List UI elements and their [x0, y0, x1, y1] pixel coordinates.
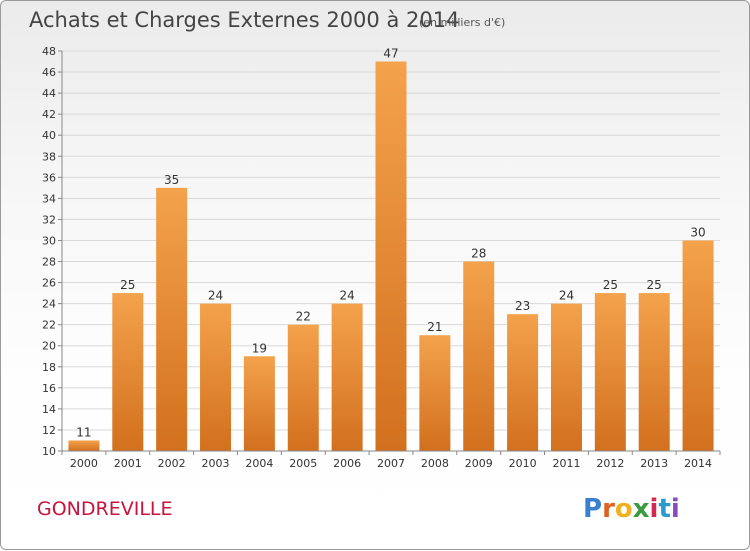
y-tick-label: 24: [42, 298, 56, 311]
y-tick-label: 34: [42, 192, 56, 205]
y-tick-label: 32: [42, 213, 56, 226]
x-tick-label: 2009: [465, 457, 493, 470]
bar-value-label: 28: [471, 247, 486, 261]
bar-value-label: 25: [120, 278, 135, 292]
bar: [68, 440, 100, 451]
y-tick-label: 44: [42, 87, 56, 100]
bar-value-label: 25: [647, 278, 662, 292]
y-tick-label: 42: [42, 108, 56, 121]
x-tick-label: 2004: [245, 457, 273, 470]
logo-letter: i: [671, 494, 680, 524]
y-tick-label: 20: [42, 340, 56, 353]
bar: [243, 356, 275, 451]
bar: [682, 240, 714, 451]
bar-value-label: 23: [515, 299, 530, 313]
x-tick-label: 2010: [509, 457, 537, 470]
x-tick-label: 2003: [202, 457, 230, 470]
proxiti-logo: Proxiti: [583, 494, 680, 524]
x-axis-ticks: 2000 2001 2002 2003 2004 2005 2006 2007 2008 2009…: [61, 451, 721, 470]
y-tick-label: 36: [42, 171, 56, 184]
bar: [463, 261, 495, 451]
chart-title: Achats et Charges Externes 2000 à 2014: [29, 8, 459, 32]
bar-value-label: 21: [427, 320, 442, 334]
bar-value-label: 35: [164, 173, 179, 187]
y-tick-label: 18: [42, 361, 56, 374]
bar-value-label: 47: [383, 47, 398, 61]
x-tick-label: 2005: [289, 457, 317, 470]
x-tick-label: 2012: [596, 457, 624, 470]
y-tick-label: 12: [42, 424, 56, 437]
x-tick-label: 2006: [333, 457, 361, 470]
bar-value-label: 22: [296, 310, 311, 324]
bar: [638, 293, 670, 451]
bar: [419, 335, 451, 451]
bar: [287, 324, 319, 451]
x-tick-label: 2001: [114, 457, 142, 470]
bar-value-label: 24: [559, 289, 574, 303]
y-tick-label: 38: [42, 150, 56, 163]
bar-value-label: 11: [76, 425, 91, 439]
bar-value-label: 24: [208, 289, 223, 303]
bar: [331, 303, 363, 451]
y-tick-label: 16: [42, 382, 56, 395]
bar: [507, 314, 539, 451]
x-tick-label: 2014: [684, 457, 712, 470]
y-tick-label: 28: [42, 256, 56, 269]
bar: [156, 187, 188, 451]
bar: [550, 303, 582, 451]
logo-letter: x: [633, 494, 650, 524]
x-tick-label: 2008: [421, 457, 449, 470]
x-tick-label: 2007: [377, 457, 405, 470]
y-tick-label: 10: [42, 445, 56, 458]
y-tick-label: 48: [42, 45, 56, 58]
logo-letter: t: [658, 494, 670, 524]
chart-subtitle: (en milliers d'€): [419, 16, 505, 29]
logo-letter: P: [583, 494, 602, 524]
bar-value-label: 24: [339, 289, 354, 303]
commune-name: GONDREVILLE: [37, 498, 173, 520]
bar-value-label: 19: [252, 341, 267, 355]
x-tick-label: 2011: [552, 457, 580, 470]
bar: [594, 293, 626, 451]
bar-value-label: 30: [690, 225, 705, 239]
bar: [112, 293, 144, 451]
y-tick-label: 40: [42, 129, 56, 142]
logo-letter: r: [602, 494, 615, 524]
logo-letter: i: [650, 494, 659, 524]
x-tick-label: 2013: [640, 457, 668, 470]
y-tick-label: 22: [42, 319, 56, 332]
logo-letter: o: [615, 494, 633, 524]
bar-value-label: 25: [603, 278, 618, 292]
bar: [200, 303, 232, 451]
y-tick-label: 26: [42, 277, 56, 290]
bar: [375, 61, 407, 452]
y-tick-label: 14: [42, 403, 56, 416]
y-tick-label: 30: [42, 234, 56, 247]
y-axis-ticks: 10 12 14 16 18 20 22 24 26 28 30 32 34 36 38 40 42 44 46 48: [42, 45, 62, 458]
bars: 11 25 35 24 19 22 24 47 21 28 23 24 25 25 30: [68, 47, 714, 452]
x-tick-label: 2000: [70, 457, 98, 470]
y-tick-label: 46: [42, 66, 56, 79]
x-tick-label: 2002: [158, 457, 186, 470]
